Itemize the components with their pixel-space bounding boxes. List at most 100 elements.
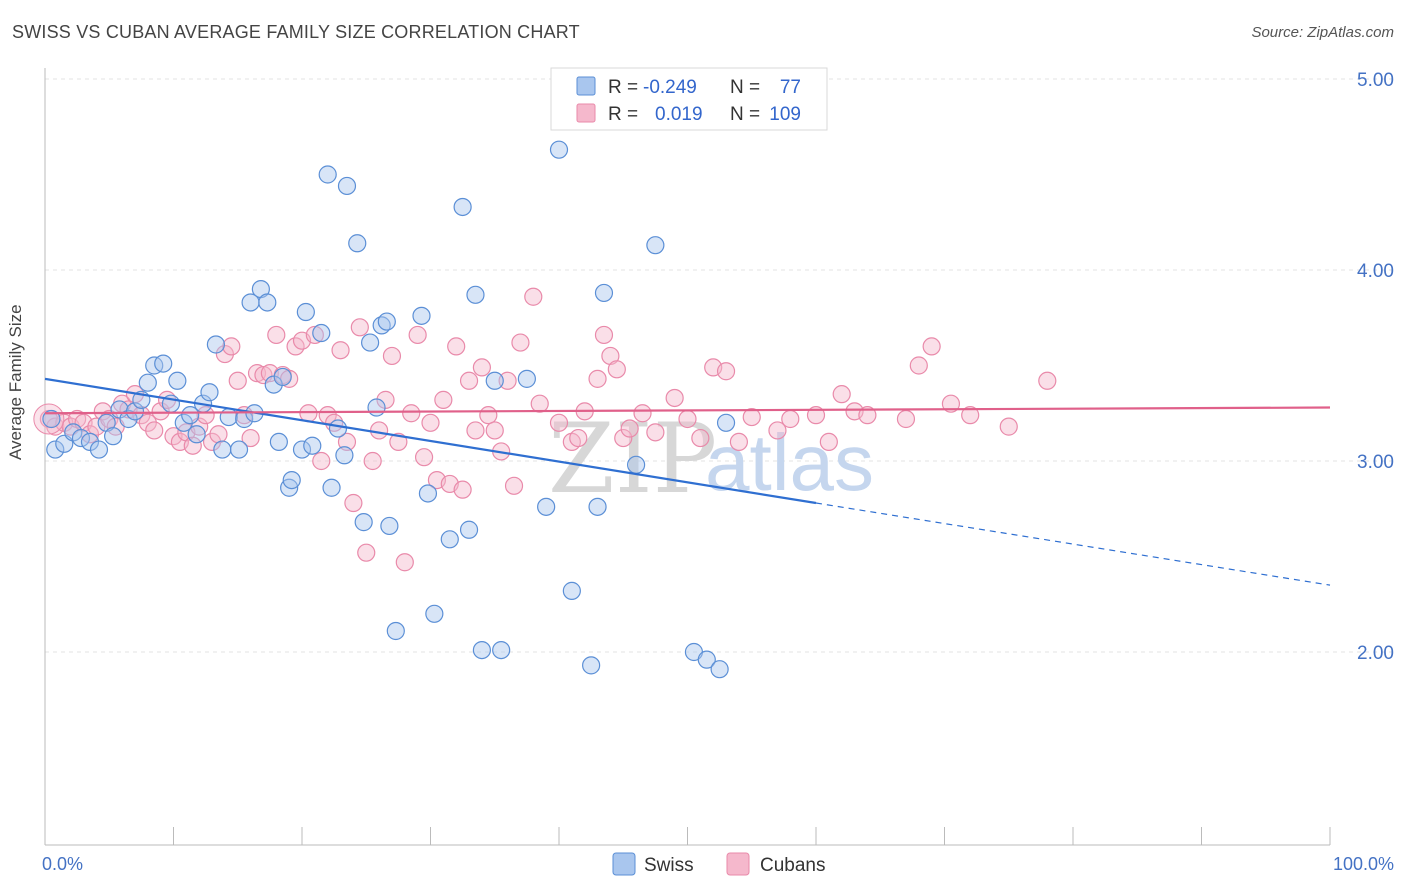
cubans-point-106 bbox=[961, 406, 980, 425]
swiss-point-68 bbox=[582, 656, 601, 675]
bottom-legend-cubans-label: Cubans bbox=[760, 855, 826, 876]
swiss-point-24 bbox=[213, 440, 232, 459]
cubans-point-41 bbox=[305, 325, 324, 345]
swiss-point-48 bbox=[361, 333, 380, 352]
cubans-point-22 bbox=[183, 436, 202, 455]
swiss-point-17 bbox=[168, 371, 187, 390]
swiss-point-26 bbox=[229, 440, 249, 459]
swiss-point-54 bbox=[412, 306, 431, 325]
swiss-point-18 bbox=[174, 413, 193, 432]
cubans-point-81 bbox=[594, 325, 614, 345]
legend-box bbox=[550, 67, 828, 131]
swiss-point-52 bbox=[380, 516, 399, 536]
cubans-point-105 bbox=[941, 394, 961, 413]
cubans-point-49 bbox=[357, 543, 376, 562]
watermark-zip: ZIP bbox=[548, 403, 717, 515]
swiss-point-36 bbox=[282, 471, 301, 490]
cubans-point-87 bbox=[646, 423, 665, 442]
cubans-point-76 bbox=[549, 413, 569, 432]
swiss-point-74 bbox=[697, 650, 716, 669]
swiss-point-51 bbox=[377, 312, 396, 331]
cubans-point-85 bbox=[620, 419, 639, 438]
swiss-point-64 bbox=[517, 369, 536, 388]
swiss-point-70 bbox=[594, 283, 614, 303]
cubans-point-94 bbox=[742, 407, 761, 427]
swiss-point-66 bbox=[549, 140, 569, 159]
swiss-point-56 bbox=[425, 604, 444, 623]
swiss-point-8 bbox=[104, 427, 123, 446]
swiss-point-47 bbox=[354, 513, 373, 532]
cubans-point-72 bbox=[504, 476, 524, 495]
swiss-point-6 bbox=[89, 440, 109, 459]
cubans-point-73 bbox=[511, 333, 530, 352]
swiss-point-65 bbox=[537, 497, 556, 516]
y-tick-label-1: 3.00 bbox=[1357, 452, 1394, 473]
axes bbox=[44, 68, 1331, 846]
swiss-point-76 bbox=[716, 413, 736, 432]
swiss-point-63 bbox=[492, 640, 511, 660]
swiss-point-44 bbox=[335, 446, 354, 465]
swiss-point-60 bbox=[466, 285, 485, 304]
swiss-point-33 bbox=[269, 432, 288, 451]
y-tick-labels: 2.00 3.00 4.00 5.00 bbox=[1357, 70, 1394, 664]
y-tick-label-2: 4.00 bbox=[1357, 261, 1394, 282]
legend-cubans-n-label: N = bbox=[730, 104, 760, 125]
cubans-point-95 bbox=[768, 421, 787, 440]
cubans-point-86 bbox=[633, 404, 652, 423]
swiss-point-62 bbox=[485, 371, 504, 390]
cubans-point-54 bbox=[389, 432, 408, 451]
cubans-point-56 bbox=[402, 404, 421, 423]
cubans-point-32 bbox=[247, 364, 267, 383]
cubans-point-65 bbox=[459, 371, 479, 390]
legend-swiss-r-value: -0.249 bbox=[643, 77, 697, 98]
swiss-point-49 bbox=[367, 398, 386, 417]
cubans-point-51 bbox=[370, 421, 389, 440]
cubans-point-16 bbox=[145, 421, 164, 440]
source-label: Source: ZipAtlas.com bbox=[1251, 24, 1394, 41]
cubans-point-28 bbox=[222, 337, 241, 356]
swiss-point-42 bbox=[322, 478, 341, 497]
swiss-point-41 bbox=[318, 165, 337, 184]
cubans-point-74 bbox=[524, 287, 543, 306]
swiss-point-4 bbox=[71, 428, 91, 448]
swiss-point-1 bbox=[46, 440, 65, 459]
swiss-point-14 bbox=[145, 356, 164, 375]
y-tick-label-0: 2.00 bbox=[1357, 643, 1394, 664]
swiss-point-13 bbox=[138, 373, 157, 392]
swiss-point-10 bbox=[119, 409, 138, 429]
cubans-point-68 bbox=[479, 406, 498, 425]
swiss-point-53 bbox=[386, 621, 405, 641]
swiss-point-69 bbox=[588, 497, 607, 516]
cubans-point-46 bbox=[337, 432, 357, 451]
swiss-point-75 bbox=[710, 660, 729, 679]
cubans-point-24 bbox=[196, 406, 215, 425]
cubans-point-15 bbox=[138, 413, 157, 432]
swiss-points bbox=[42, 140, 736, 679]
swiss-point-57 bbox=[440, 530, 459, 549]
cubans-point-45 bbox=[331, 341, 350, 360]
legend-swiss-n-value: 77 bbox=[780, 77, 801, 98]
swiss-point-59 bbox=[459, 520, 479, 539]
cubans-point-35 bbox=[267, 325, 286, 345]
legend: R = -0.249 N = 77 R = 0.019 N = 109 bbox=[550, 67, 828, 131]
trend-lines bbox=[44, 377, 1331, 586]
bottom-legend-swiss-label: Swiss bbox=[644, 855, 694, 876]
legend-cubans-swatch bbox=[576, 103, 596, 123]
cubans-point-26 bbox=[209, 425, 228, 444]
watermark-atlas: atlas bbox=[705, 418, 874, 507]
swiss-point-72 bbox=[646, 236, 665, 255]
cubans-point-89 bbox=[678, 409, 697, 429]
swiss-point-20 bbox=[187, 425, 206, 444]
x-tick-label-max: 100.0% bbox=[1333, 854, 1394, 874]
swiss-point-22 bbox=[200, 383, 219, 402]
watermark: ZIP atlas bbox=[548, 403, 874, 515]
x-tick-labels: 0.0% 100.0% bbox=[42, 854, 1394, 874]
cubans-point-71 bbox=[498, 371, 517, 390]
swiss-point-38 bbox=[296, 302, 315, 322]
swiss-point-39 bbox=[303, 436, 322, 455]
legend-swiss-r-label: R = bbox=[608, 77, 638, 98]
cubans-point-75 bbox=[530, 394, 549, 413]
cubans-point-93 bbox=[729, 432, 749, 451]
bottom-legend: Swiss Cubans bbox=[612, 852, 826, 876]
